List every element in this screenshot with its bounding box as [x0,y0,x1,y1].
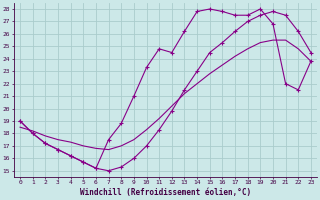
X-axis label: Windchill (Refroidissement éolien,°C): Windchill (Refroidissement éolien,°C) [80,188,251,197]
